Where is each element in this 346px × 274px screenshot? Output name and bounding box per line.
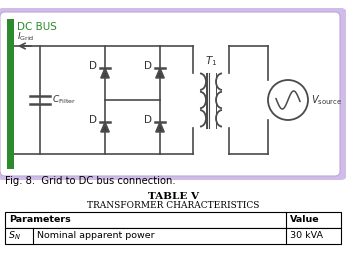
Text: Nominal apparent power: Nominal apparent power: [37, 232, 155, 241]
Text: TABLE V: TABLE V: [147, 192, 199, 201]
Text: 30 kVA: 30 kVA: [290, 232, 323, 241]
Text: DC BUS: DC BUS: [17, 22, 57, 32]
Text: $_{4}$: $_{4}$: [102, 124, 108, 133]
Text: $_{2}$: $_{2}$: [102, 70, 107, 79]
Polygon shape: [156, 68, 164, 78]
Text: $C_{\rm Filter}$: $C_{\rm Filter}$: [52, 94, 76, 106]
Text: $\rm D$: $\rm D$: [143, 59, 152, 71]
Text: $S_N$: $S_N$: [8, 230, 21, 242]
Polygon shape: [101, 68, 109, 78]
FancyBboxPatch shape: [0, 8, 346, 180]
FancyBboxPatch shape: [0, 12, 340, 176]
Polygon shape: [101, 122, 109, 132]
Text: $I_{\rm Grid}$: $I_{\rm Grid}$: [17, 30, 34, 43]
Text: Parameters: Parameters: [9, 215, 71, 224]
Bar: [5, 212, 341, 228]
Text: $_{3}$: $_{3}$: [157, 124, 162, 133]
Text: $\rm D$: $\rm D$: [88, 59, 97, 71]
Bar: [5, 228, 341, 244]
Text: Fig. 8.  Grid to DC bus connection.: Fig. 8. Grid to DC bus connection.: [5, 176, 176, 186]
Text: $T_1$: $T_1$: [205, 55, 217, 68]
Bar: [7, 19, 14, 169]
Text: $V_{\rm source}$: $V_{\rm source}$: [311, 93, 342, 107]
Text: $\rm D$: $\rm D$: [143, 113, 152, 125]
Text: TRANSFORMER CHARACTERISTICS: TRANSFORMER CHARACTERISTICS: [87, 201, 259, 210]
Text: $_{1}$: $_{1}$: [157, 70, 162, 79]
Text: Value: Value: [290, 215, 320, 224]
Polygon shape: [156, 122, 164, 132]
Text: $\rm D$: $\rm D$: [88, 113, 97, 125]
